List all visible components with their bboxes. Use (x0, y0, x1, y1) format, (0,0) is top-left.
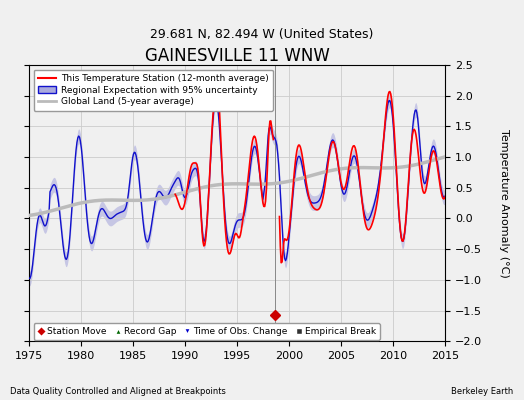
Legend: Station Move, Record Gap, Time of Obs. Change, Empirical Break: Station Move, Record Gap, Time of Obs. C… (34, 323, 380, 340)
Y-axis label: Temperature Anomaly (°C): Temperature Anomaly (°C) (499, 129, 509, 278)
Text: 29.681 N, 82.494 W (United States): 29.681 N, 82.494 W (United States) (150, 28, 374, 41)
Title: GAINESVILLE 11 WNW: GAINESVILLE 11 WNW (145, 47, 330, 65)
Text: Data Quality Controlled and Aligned at Breakpoints: Data Quality Controlled and Aligned at B… (10, 387, 226, 396)
Text: Berkeley Earth: Berkeley Earth (451, 387, 514, 396)
